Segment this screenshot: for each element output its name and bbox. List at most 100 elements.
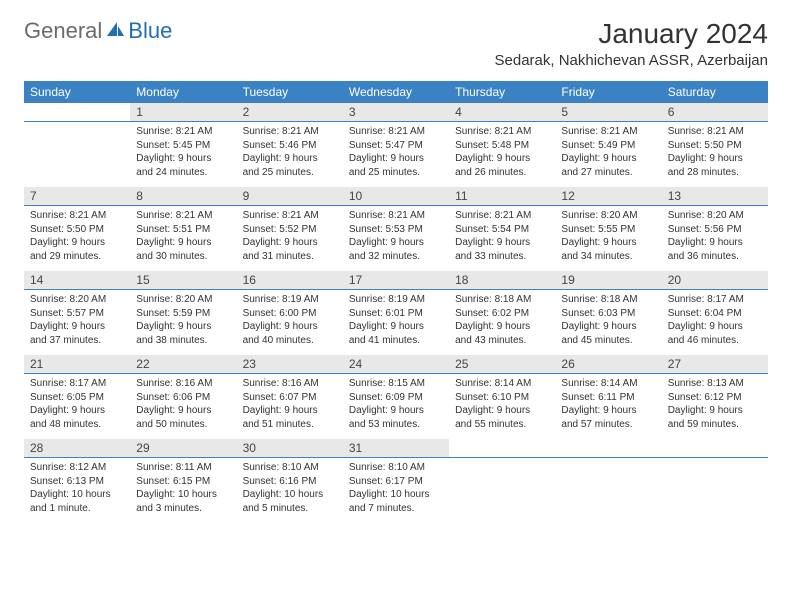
day-detail-cell: Sunrise: 8:11 AMSunset: 6:15 PMDaylight:… (130, 458, 236, 524)
daylight2-text: and 1 minute. (30, 502, 124, 516)
day-detail-cell (662, 458, 768, 524)
sunset-text: Sunset: 6:15 PM (136, 475, 230, 489)
daylight2-text: and 51 minutes. (243, 418, 337, 432)
day-number-cell: 10 (343, 187, 449, 206)
day-number-row: 78910111213 (24, 187, 768, 206)
daylight2-text: and 59 minutes. (668, 418, 762, 432)
day-detail-cell: Sunrise: 8:16 AMSunset: 6:07 PMDaylight:… (237, 374, 343, 440)
daylight1-text: Daylight: 10 hours (136, 488, 230, 502)
daylight2-text: and 29 minutes. (30, 250, 124, 264)
daylight1-text: Daylight: 9 hours (455, 152, 549, 166)
sunset-text: Sunset: 5:53 PM (349, 223, 443, 237)
logo-text-blue: Blue (128, 18, 172, 44)
daylight2-text: and 57 minutes. (561, 418, 655, 432)
logo-text-general: General (24, 18, 102, 44)
day-header: Sunday (24, 81, 130, 103)
daylight1-text: Daylight: 9 hours (136, 320, 230, 334)
sunset-text: Sunset: 5:52 PM (243, 223, 337, 237)
day-number-cell: 20 (662, 271, 768, 290)
day-detail-cell: Sunrise: 8:20 AMSunset: 5:57 PMDaylight:… (24, 290, 130, 356)
day-detail-cell: Sunrise: 8:21 AMSunset: 5:54 PMDaylight:… (449, 206, 555, 272)
day-number-cell: 18 (449, 271, 555, 290)
day-detail-cell: Sunrise: 8:21 AMSunset: 5:53 PMDaylight:… (343, 206, 449, 272)
day-detail-cell (555, 458, 661, 524)
sunrise-text: Sunrise: 8:21 AM (243, 209, 337, 223)
sunrise-text: Sunrise: 8:21 AM (349, 209, 443, 223)
daylight2-text: and 5 minutes. (243, 502, 337, 516)
daylight1-text: Daylight: 9 hours (455, 320, 549, 334)
daylight1-text: Daylight: 9 hours (668, 236, 762, 250)
day-number-cell: 21 (24, 355, 130, 374)
sunset-text: Sunset: 6:01 PM (349, 307, 443, 321)
sunrise-text: Sunrise: 8:21 AM (455, 125, 549, 139)
daylight1-text: Daylight: 9 hours (349, 152, 443, 166)
sunrise-text: Sunrise: 8:21 AM (136, 209, 230, 223)
daylight2-text: and 43 minutes. (455, 334, 549, 348)
sunset-text: Sunset: 6:10 PM (455, 391, 549, 405)
day-number-cell: 23 (237, 355, 343, 374)
day-detail-cell: Sunrise: 8:20 AMSunset: 5:55 PMDaylight:… (555, 206, 661, 272)
daylight2-text: and 33 minutes. (455, 250, 549, 264)
day-header: Thursday (449, 81, 555, 103)
daylight2-text: and 27 minutes. (561, 166, 655, 180)
daylight1-text: Daylight: 9 hours (243, 320, 337, 334)
daylight2-text: and 24 minutes. (136, 166, 230, 180)
day-number-cell: 8 (130, 187, 236, 206)
day-detail-cell: Sunrise: 8:20 AMSunset: 5:56 PMDaylight:… (662, 206, 768, 272)
daylight2-text: and 50 minutes. (136, 418, 230, 432)
day-detail-cell: Sunrise: 8:21 AMSunset: 5:50 PMDaylight:… (662, 122, 768, 188)
day-header: Wednesday (343, 81, 449, 103)
day-number-cell: 17 (343, 271, 449, 290)
day-number-cell: 3 (343, 103, 449, 122)
day-number-cell (24, 103, 130, 122)
sunset-text: Sunset: 6:02 PM (455, 307, 549, 321)
daylight2-text: and 38 minutes. (136, 334, 230, 348)
daylight2-text: and 40 minutes. (243, 334, 337, 348)
day-detail-row: Sunrise: 8:21 AMSunset: 5:50 PMDaylight:… (24, 206, 768, 272)
sunrise-text: Sunrise: 8:10 AM (243, 461, 337, 475)
sunset-text: Sunset: 5:51 PM (136, 223, 230, 237)
daylight2-text: and 30 minutes. (136, 250, 230, 264)
daylight2-text: and 31 minutes. (243, 250, 337, 264)
day-number-cell: 2 (237, 103, 343, 122)
sunrise-text: Sunrise: 8:12 AM (30, 461, 124, 475)
day-header-row: Sunday Monday Tuesday Wednesday Thursday… (24, 81, 768, 103)
day-number-row: 21222324252627 (24, 355, 768, 374)
daylight1-text: Daylight: 9 hours (561, 236, 655, 250)
daylight1-text: Daylight: 9 hours (668, 320, 762, 334)
sunrise-text: Sunrise: 8:16 AM (136, 377, 230, 391)
sunrise-text: Sunrise: 8:19 AM (349, 293, 443, 307)
day-number-cell (662, 439, 768, 458)
sunrise-text: Sunrise: 8:19 AM (243, 293, 337, 307)
sunrise-text: Sunrise: 8:18 AM (561, 293, 655, 307)
daylight1-text: Daylight: 9 hours (561, 320, 655, 334)
day-detail-cell: Sunrise: 8:21 AMSunset: 5:45 PMDaylight:… (130, 122, 236, 188)
daylight1-text: Daylight: 9 hours (136, 152, 230, 166)
location-text: Sedarak, Nakhichevan ASSR, Azerbaijan (495, 52, 769, 69)
sunset-text: Sunset: 6:11 PM (561, 391, 655, 405)
day-detail-cell: Sunrise: 8:12 AMSunset: 6:13 PMDaylight:… (24, 458, 130, 524)
daylight1-text: Daylight: 9 hours (30, 404, 124, 418)
sunrise-text: Sunrise: 8:14 AM (561, 377, 655, 391)
daylight2-text: and 7 minutes. (349, 502, 443, 516)
day-header: Tuesday (237, 81, 343, 103)
brand-logo: General Blue (24, 18, 172, 44)
sunset-text: Sunset: 5:45 PM (136, 139, 230, 153)
page-header: General Blue January 2024 Sedarak, Nakhi… (24, 18, 768, 69)
sunset-text: Sunset: 6:03 PM (561, 307, 655, 321)
sunset-text: Sunset: 5:55 PM (561, 223, 655, 237)
sunset-text: Sunset: 5:57 PM (30, 307, 124, 321)
day-detail-cell: Sunrise: 8:18 AMSunset: 6:03 PMDaylight:… (555, 290, 661, 356)
daylight2-text: and 45 minutes. (561, 334, 655, 348)
sunrise-text: Sunrise: 8:10 AM (349, 461, 443, 475)
sunrise-text: Sunrise: 8:17 AM (30, 377, 124, 391)
day-detail-cell: Sunrise: 8:21 AMSunset: 5:52 PMDaylight:… (237, 206, 343, 272)
day-number-cell: 9 (237, 187, 343, 206)
day-number-cell: 19 (555, 271, 661, 290)
daylight2-text: and 26 minutes. (455, 166, 549, 180)
day-detail-cell: Sunrise: 8:21 AMSunset: 5:46 PMDaylight:… (237, 122, 343, 188)
daylight2-text: and 37 minutes. (30, 334, 124, 348)
daylight1-text: Daylight: 9 hours (455, 236, 549, 250)
day-detail-cell: Sunrise: 8:17 AMSunset: 6:04 PMDaylight:… (662, 290, 768, 356)
daylight2-text: and 25 minutes. (349, 166, 443, 180)
